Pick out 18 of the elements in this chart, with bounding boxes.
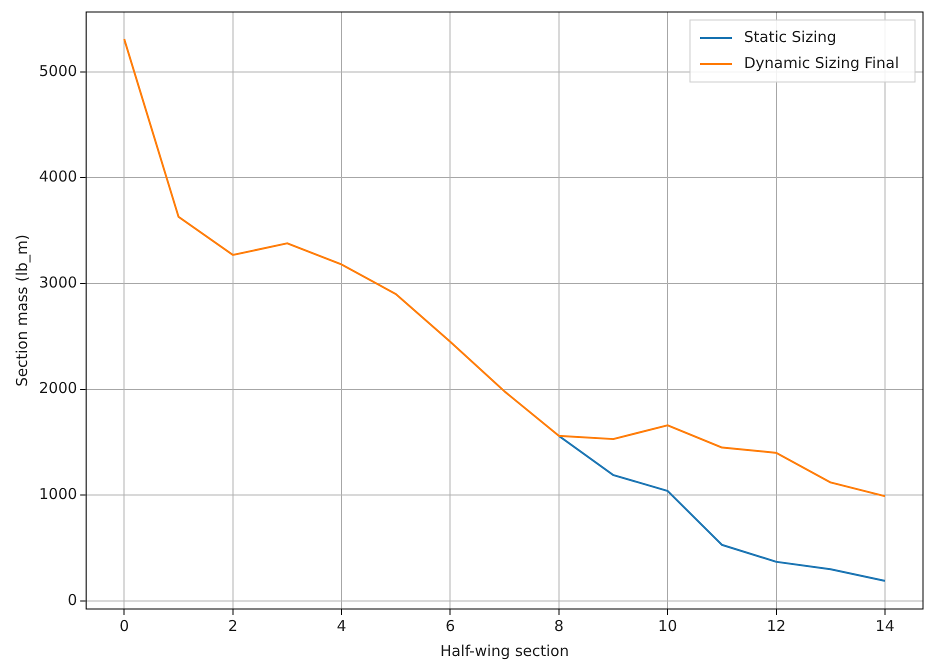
legend-label: Dynamic Sizing Final [744,54,900,72]
x-tick-label: 6 [445,616,456,635]
y-tick-label: 5000 [38,62,78,80]
y-axis-title: Section mass (lb_m) [12,234,31,387]
y-tick-label: 0 [68,590,78,609]
x-tick-label: 0 [119,616,129,635]
y-tick-label: 3000 [38,273,78,292]
x-tick-label: 8 [554,616,564,635]
legend-label: Static Sizing [744,28,836,46]
x-tick-label: 14 [875,616,895,635]
x-tick-label: 10 [658,616,678,635]
y-tick-label: 1000 [38,485,78,504]
y-tick-label: 4000 [38,168,78,186]
x-tick-label: 2 [228,616,238,635]
x-axis-title: Half-wing section [440,642,569,660]
x-tick-label: 12 [766,616,786,635]
y-tick-label: 2000 [38,379,78,398]
x-tick-label: 4 [336,616,346,635]
